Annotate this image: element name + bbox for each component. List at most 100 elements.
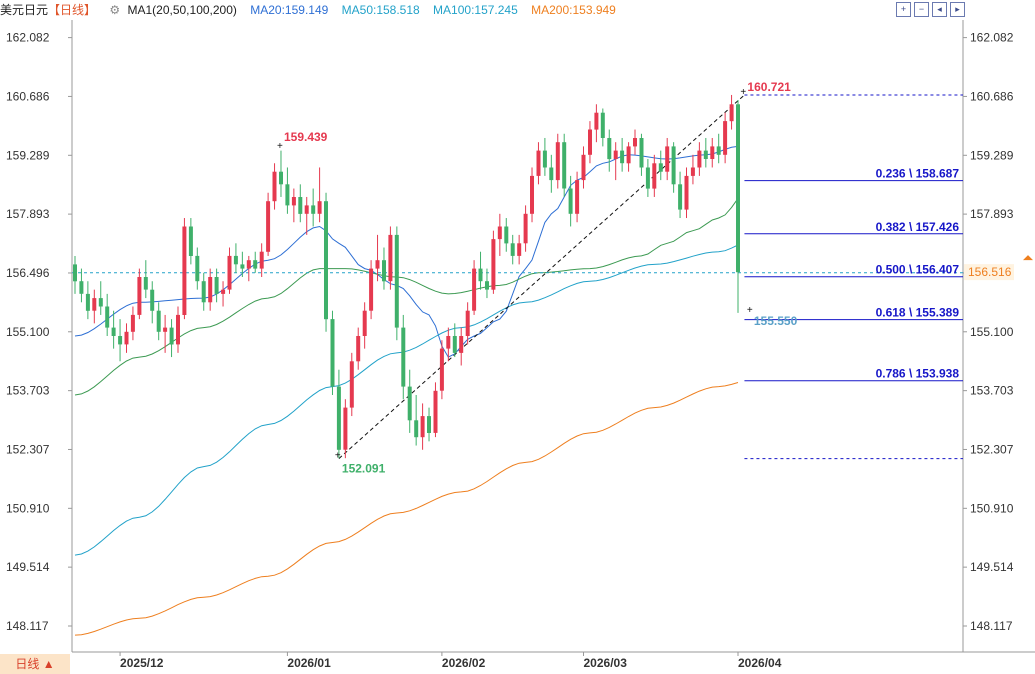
- y-tick-label-right: 159.289: [970, 148, 1014, 162]
- candle-body: [253, 260, 258, 269]
- zoom-in-icon[interactable]: +: [896, 2, 911, 17]
- candle-body: [639, 138, 644, 168]
- x-tick-label: 2026/01: [287, 656, 331, 670]
- y-tick-label-right: 162.082: [970, 31, 1014, 45]
- candle-body: [163, 327, 168, 332]
- chart-header: 美元日元【日线】 ⚙ MA1(20,50,100,200) MA20:159.1…: [0, 0, 900, 20]
- candle-body: [111, 327, 116, 336]
- candle-body: [549, 167, 554, 181]
- settings-gear-icon[interactable]: ⚙: [109, 3, 121, 17]
- candle-body: [298, 197, 303, 214]
- y-tick-label-left: 149.514: [6, 560, 50, 574]
- candle-body: [304, 205, 309, 214]
- candle-body: [697, 150, 702, 168]
- candle-body: [517, 243, 522, 256]
- y-tick-label-right: 152.307: [970, 442, 1014, 456]
- candle-body: [607, 138, 612, 160]
- candle-body: [150, 289, 155, 311]
- zoom-out-icon[interactable]: −: [914, 2, 929, 17]
- candle-body: [491, 239, 496, 290]
- candle-body: [439, 348, 444, 391]
- candle-body: [137, 277, 142, 315]
- candle-body: [588, 129, 592, 155]
- ma-line-ma100: [74, 244, 739, 556]
- x-tick-label: 2026/04: [738, 656, 782, 670]
- candle-body: [530, 175, 534, 214]
- y-tick-label-left: 156.496: [6, 266, 50, 280]
- candle-body: [620, 150, 625, 164]
- y-tick-label-left: 152.307: [6, 442, 50, 456]
- fibonacci-trend-line: [338, 94, 745, 459]
- y-tick-label-left: 153.703: [6, 384, 50, 398]
- high-price-label-marker: +: [740, 87, 746, 98]
- candle-body: [542, 150, 547, 168]
- pan-right-icon[interactable]: ▸: [950, 2, 965, 17]
- current-price-tag: [964, 264, 1014, 281]
- candle-body: [317, 201, 322, 214]
- candle-body: [633, 138, 637, 147]
- fibonacci-level-label: 0.236 \ 158.687: [876, 167, 960, 181]
- x-tick-label: 2026/02: [442, 656, 486, 670]
- low-price-label: 152.091: [342, 462, 386, 476]
- peak-price-label: 159.439: [284, 130, 328, 144]
- candle-body: [208, 277, 213, 303]
- y-tick-label-left: 148.117: [6, 619, 49, 633]
- candle-body: [645, 167, 650, 189]
- candle-body: [279, 171, 283, 185]
- candle-body: [446, 336, 451, 349]
- period-switch-button[interactable]: 日线 ▲: [0, 654, 70, 674]
- candle-body: [240, 264, 245, 269]
- candle-body: [291, 197, 296, 206]
- candle-body: [169, 327, 174, 345]
- fibonacci-level-label: 0.618 \ 155.389: [876, 306, 960, 320]
- candle-body: [472, 268, 477, 311]
- candle-body: [523, 213, 528, 244]
- candle-body: [182, 226, 187, 315]
- candle-body: [594, 112, 599, 130]
- candle-body: [246, 260, 251, 269]
- candle-body: [227, 255, 232, 290]
- y-tick-label-left: 157.893: [6, 207, 50, 221]
- candle-body: [555, 142, 560, 181]
- fibonacci-level-label: 0.382 \ 157.426: [876, 220, 960, 234]
- period-label[interactable]: 【日线】: [48, 3, 97, 17]
- ma50-value: MA50:158.518: [341, 3, 420, 17]
- candle-body: [671, 146, 676, 185]
- y-tick-label-left: 160.686: [6, 89, 50, 103]
- candle-body: [497, 226, 502, 240]
- candle-body: [285, 184, 290, 206]
- ma-settings-label[interactable]: MA1(20,50,100,200): [127, 3, 237, 17]
- y-tick-label-left: 162.082: [6, 31, 50, 45]
- pan-left-icon[interactable]: ◂: [932, 2, 947, 17]
- candle-body: [452, 336, 457, 353]
- candle-body: [356, 336, 361, 362]
- candle-body: [703, 150, 708, 159]
- recent-low-price-label: 155.550: [754, 314, 798, 328]
- candle-body: [568, 188, 573, 214]
- x-tick-label: 2026/03: [584, 656, 628, 670]
- candle-body: [369, 268, 374, 311]
- candle-body: [118, 336, 123, 345]
- fibonacci-level-label: 0.500 \ 156.407: [876, 263, 960, 277]
- y-tick-label-left: 159.289: [6, 148, 50, 162]
- candle-body: [79, 281, 84, 294]
- candle-body: [233, 255, 238, 265]
- ma-line-ma20: [74, 145, 739, 358]
- y-tick-label-right: 157.893: [970, 207, 1014, 221]
- candle-body: [343, 407, 348, 450]
- candle-body: [124, 331, 129, 345]
- low-price-label-marker: +: [335, 451, 341, 462]
- candle-body: [324, 201, 328, 320]
- candle-body: [105, 306, 110, 328]
- ma-line-ma50: [74, 198, 739, 396]
- candle-body: [388, 234, 393, 282]
- candle-body: [478, 268, 483, 282]
- candle-body: [407, 386, 412, 421]
- chart-toolbar: + − ◂ ▸: [896, 2, 965, 18]
- candle-body: [420, 416, 425, 438]
- y-tick-label-right: 150.910: [970, 501, 1014, 515]
- candle-body: [736, 104, 740, 273]
- y-tick-label-left: 155.100: [6, 325, 50, 339]
